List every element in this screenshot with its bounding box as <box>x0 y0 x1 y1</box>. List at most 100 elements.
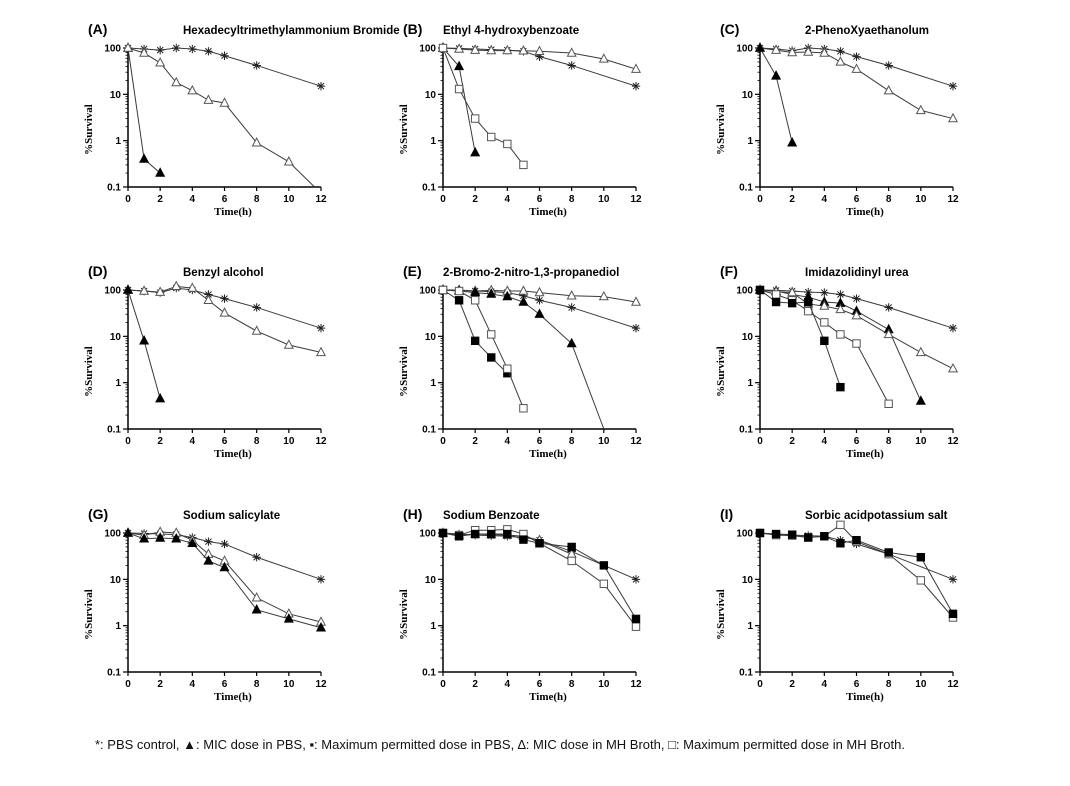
data-point <box>219 561 230 572</box>
x-tick-label: 2 <box>789 436 795 447</box>
data-point <box>519 535 528 544</box>
x-tick-label: 4 <box>822 194 828 205</box>
x-tick-label: 8 <box>254 679 260 690</box>
chart-title: Benzyl alcohol <box>183 267 264 279</box>
x-tick-label: 8 <box>569 436 575 447</box>
data-point <box>316 81 326 91</box>
data-point <box>836 47 845 56</box>
y-tick-label: 100 <box>104 529 121 540</box>
data-point <box>503 529 512 539</box>
data-point <box>122 284 134 294</box>
series-line <box>127 47 315 188</box>
x-tick-label: 4 <box>190 194 196 205</box>
data-point <box>851 309 862 320</box>
data-point <box>187 537 198 547</box>
data-point <box>836 330 845 339</box>
data-point <box>819 47 830 57</box>
data-point <box>787 46 798 57</box>
data-point <box>534 308 545 318</box>
data-point <box>883 84 894 95</box>
series-line <box>442 532 637 620</box>
data-point <box>203 555 214 565</box>
data-point <box>283 339 294 349</box>
x-tick-label: 8 <box>254 436 260 447</box>
x-tick-label: 6 <box>537 194 543 205</box>
data-point <box>487 132 496 142</box>
x-tick-label: 10 <box>598 679 610 690</box>
x-tick-label: 6 <box>854 194 860 205</box>
data-point <box>252 303 261 312</box>
series-filled-triangle <box>122 527 327 632</box>
data-point <box>534 45 545 55</box>
data-point <box>187 282 198 292</box>
data-point <box>454 286 464 296</box>
data-point <box>771 44 782 54</box>
x-tick-label: 8 <box>886 679 892 690</box>
panel-label: (H) <box>403 506 422 522</box>
data-point <box>566 290 577 300</box>
data-point <box>630 296 642 306</box>
data-point <box>316 575 326 584</box>
data-point <box>631 575 641 584</box>
y-tick-label: 10 <box>110 575 122 586</box>
data-point <box>171 76 182 87</box>
data-point <box>502 290 513 301</box>
y-tick-label: 10 <box>425 332 437 343</box>
y-tick-label: 100 <box>736 44 753 55</box>
data-point <box>771 529 781 539</box>
x-tick-label: 0 <box>757 679 763 690</box>
y-tick-label: 1 <box>115 136 121 147</box>
data-point <box>503 139 512 149</box>
y-tick-label: 10 <box>742 332 754 343</box>
chart-panel: (A) Hexadecyltrimethylammonium Bromide 0.1… <box>83 21 400 218</box>
data-point <box>487 330 496 339</box>
data-point <box>852 52 861 61</box>
data-point <box>204 290 213 299</box>
data-point <box>187 84 198 95</box>
data-point <box>316 323 326 333</box>
data-point <box>947 362 959 373</box>
x-tick-label: 6 <box>222 679 228 690</box>
x-tick-label: 4 <box>505 679 511 690</box>
x-axis-label: Time(h) <box>846 691 884 703</box>
data-point <box>883 328 894 339</box>
data-point <box>251 325 262 335</box>
x-tick-label: 12 <box>630 436 642 447</box>
series-filled-triangle <box>437 42 481 157</box>
series-open-triangle <box>754 42 959 123</box>
y-tick-label: 10 <box>742 90 754 101</box>
x-tick-label: 8 <box>886 194 892 205</box>
data-point <box>630 63 642 73</box>
chart-panel: (D) Benzyl alcohol 0.1 1 10 100 0 2 4 6 8 10 12 Time(… <box>83 263 327 460</box>
x-tick-label: 2 <box>157 679 163 690</box>
panel-label: (D) <box>88 263 107 279</box>
data-point <box>631 323 641 333</box>
x-axis-label: Time(h) <box>214 448 252 460</box>
x-tick-label: 4 <box>190 679 196 690</box>
x-tick-label: 12 <box>947 679 959 690</box>
x-tick-label: 2 <box>789 194 795 205</box>
y-tick-label: 0.1 <box>107 668 121 679</box>
x-tick-label: 4 <box>505 194 511 205</box>
series-open-square <box>438 43 528 170</box>
data-point <box>771 297 781 307</box>
data-point <box>567 61 576 70</box>
chart-title: 2-Bromo-2-nitro-1,3-propanediol <box>443 267 619 279</box>
data-point <box>122 527 134 537</box>
x-axis-label: Time(h) <box>529 448 567 460</box>
data-point <box>139 47 150 57</box>
y-tick-label: 10 <box>425 90 437 101</box>
data-point <box>599 579 609 589</box>
x-tick-label: 2 <box>472 194 478 205</box>
data-point <box>251 604 262 614</box>
data-point <box>188 44 197 54</box>
data-point <box>219 307 230 317</box>
series-line <box>759 47 954 120</box>
x-tick-label: 12 <box>630 679 642 690</box>
x-tick-label: 12 <box>947 436 959 447</box>
data-point <box>820 288 829 297</box>
x-tick-label: 4 <box>822 679 828 690</box>
series-line <box>759 47 793 143</box>
x-tick-label: 10 <box>915 194 927 205</box>
